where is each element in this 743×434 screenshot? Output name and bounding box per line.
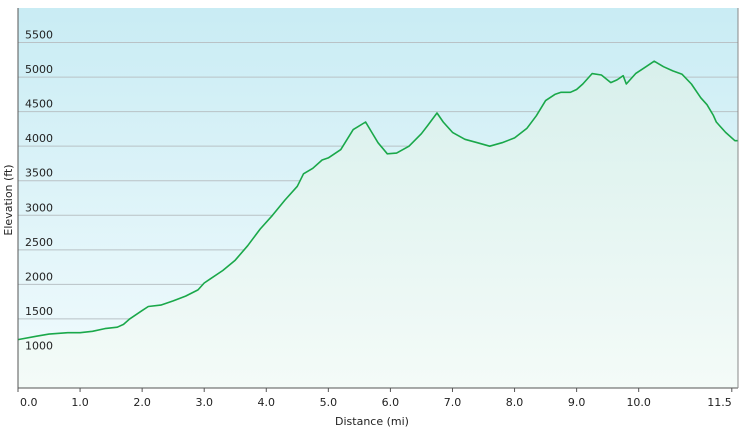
y-tick-label: 2500: [25, 236, 53, 249]
y-tick-label: 5500: [25, 29, 53, 42]
y-tick-label: 2000: [25, 270, 53, 283]
x-tick-label: 5.0: [320, 396, 338, 409]
y-tick-label: 3000: [25, 201, 53, 214]
x-tick-label: 2.0: [133, 396, 151, 409]
elevation-area: [18, 61, 738, 388]
x-tick-labels: 0.0 1.0 2.0 3.0 4.0 5.0 6.0 7.0 8.0 9.0 10.0 11.5: [17, 388, 733, 409]
x-tick-label: 7.0: [444, 396, 462, 409]
x-tick-label: 3.0: [195, 396, 213, 409]
x-tick-label: 6.0: [382, 396, 400, 409]
y-tick-label: 3500: [25, 167, 53, 180]
x-axis-title: Distance (mi): [335, 415, 409, 428]
x-tick-label: 8.0: [506, 396, 524, 409]
y-tick-labels: 1000 1500 2000 2500 3000 3500 4000 4500 5000 5500: [25, 29, 53, 353]
x-tick-label: 4.0: [258, 396, 276, 409]
y-tick-label: 5000: [25, 63, 53, 76]
y-tick-label: 4000: [25, 132, 53, 145]
y-axis-title: Elevation (ft): [2, 164, 15, 235]
y-tick-label: 1000: [25, 339, 53, 352]
x-tick-label: 11.5: [707, 396, 732, 409]
x-tick-label: 10.0: [626, 396, 651, 409]
y-tick-label: 4500: [25, 98, 53, 111]
x-tick-label: 1.0: [71, 396, 89, 409]
elevation-line: [17, 60, 738, 341]
x-tick-label: 9.0: [568, 396, 586, 409]
y-tick-label: 1500: [25, 305, 53, 318]
x-tick-label: 0.0: [20, 396, 38, 409]
